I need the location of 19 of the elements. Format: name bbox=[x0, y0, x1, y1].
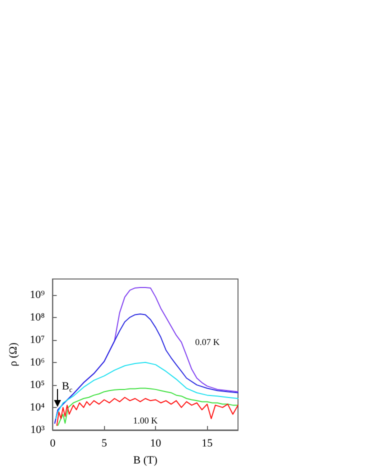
y-tick-label: 10⁵ bbox=[30, 378, 45, 391]
x-tick-label: 0 bbox=[50, 438, 56, 450]
y-tick-label: 10⁹ bbox=[30, 288, 45, 301]
line-series bbox=[56, 396, 238, 426]
series-label: 0.07 K bbox=[195, 337, 220, 348]
y-tick-label: 10⁸ bbox=[30, 311, 45, 324]
y-tick-label: 10⁶ bbox=[30, 356, 45, 368]
y-tick-label: 10⁷ bbox=[30, 334, 45, 346]
line-series bbox=[57, 388, 238, 426]
x-tick-label: 10 bbox=[150, 438, 162, 450]
x-axis-title: B (T) bbox=[133, 454, 158, 466]
y-tick-label: 10⁴ bbox=[30, 401, 45, 414]
series-label: 1.00 K bbox=[133, 415, 158, 426]
y-axis-title: ρ (Ω) bbox=[8, 342, 20, 366]
x-tick-label: 5 bbox=[101, 438, 108, 450]
line-series bbox=[55, 362, 238, 420]
y-tick-label: 10³ bbox=[30, 424, 46, 436]
line-series bbox=[54, 314, 238, 424]
x-tick-label: 15 bbox=[202, 438, 214, 450]
